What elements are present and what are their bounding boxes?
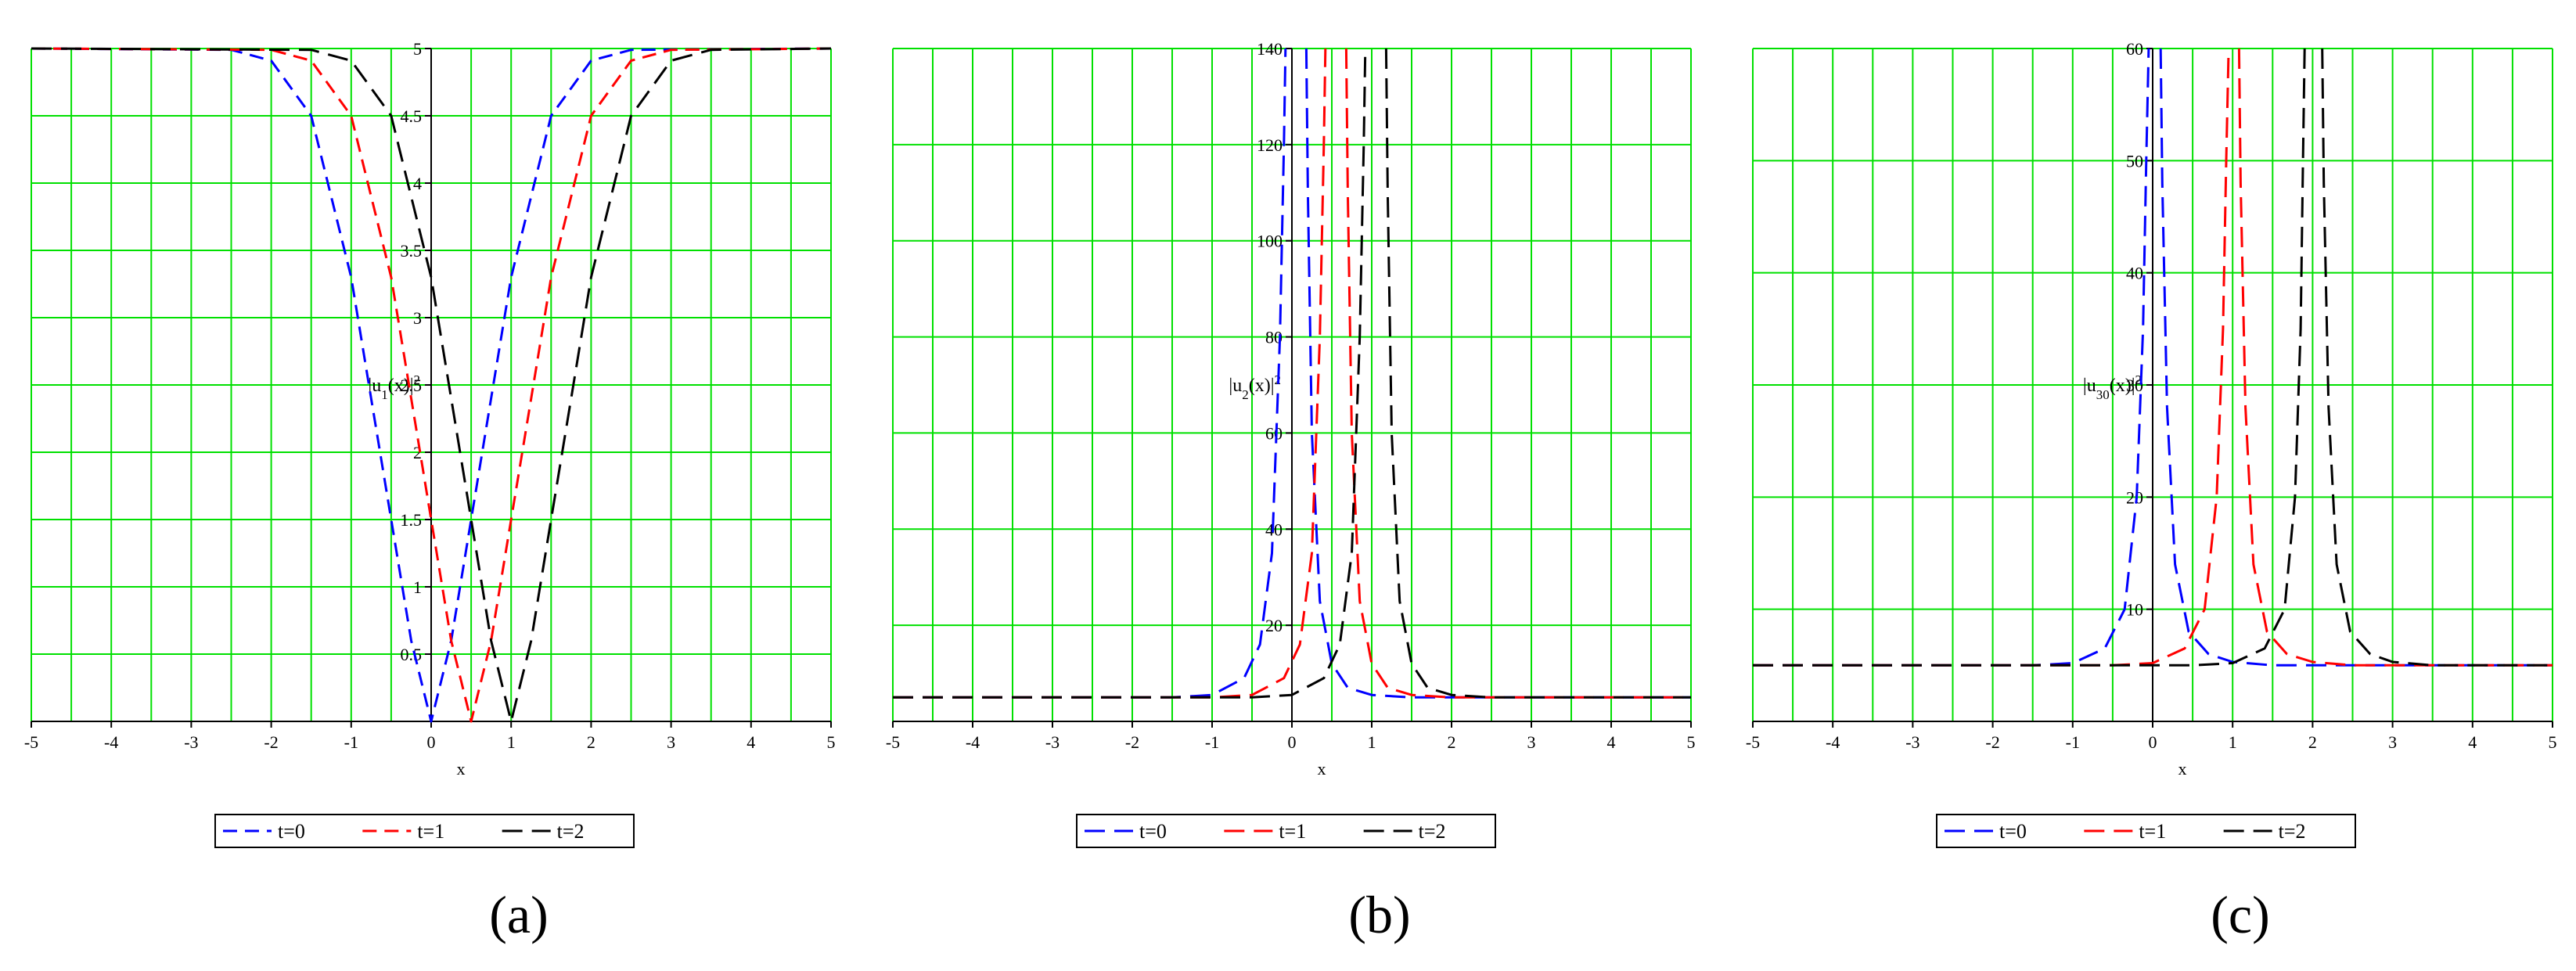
- x-tick-label: 4: [1607, 732, 1616, 752]
- legend-box: [1936, 814, 2356, 848]
- x-tick-label: 4: [2468, 732, 2477, 752]
- series-line-t0: [1753, 48, 2553, 667]
- y-tick-label: 2: [413, 443, 422, 462]
- legend-box: [214, 814, 635, 848]
- legend-label: t=0: [1139, 820, 1167, 843]
- x-tick-label: 5: [2549, 732, 2557, 752]
- x-axis-label: x: [457, 759, 466, 779]
- x-axis-label: x: [1318, 759, 1326, 779]
- x-tick-label: 1: [1368, 732, 1376, 752]
- y-tick-label: 60: [1265, 423, 1283, 443]
- x-tick-label: -1: [1205, 732, 1219, 752]
- legend: t=0 t=1 t=2: [1076, 814, 1496, 848]
- legend-label: t=1: [1279, 820, 1306, 843]
- x-tick-label: -2: [264, 732, 278, 752]
- y-tick-label: 20: [1265, 616, 1283, 635]
- y-tick-label: 10: [2126, 600, 2143, 620]
- x-tick-label: -2: [1125, 732, 1139, 752]
- legend-label: t=2: [1419, 820, 1446, 843]
- y-tick-label: 80: [1265, 328, 1283, 347]
- series-line-t2: [31, 47, 832, 723]
- y-tick-label: 20: [2126, 487, 2143, 507]
- x-tick-label: -4: [1826, 732, 1840, 752]
- x-tick-label: 1: [507, 732, 516, 752]
- y-tick-label: 50: [2126, 151, 2143, 171]
- y-tick-label: 4.5: [401, 106, 423, 126]
- panel-label: (c): [2211, 885, 2269, 944]
- x-tick-label: -5: [24, 732, 38, 752]
- y-tick-label: 1.5: [401, 510, 423, 530]
- legend-label: t=2: [557, 820, 585, 843]
- x-tick-label: -3: [1045, 732, 1060, 752]
- y-tick-label: 1: [413, 577, 422, 597]
- x-tick-label: 5: [1687, 732, 1696, 752]
- legend: t=0 t=1 t=2: [214, 814, 635, 848]
- series-line-t2: [893, 48, 1691, 699]
- x-tick-label: -5: [1746, 732, 1760, 752]
- panel-label: (a): [489, 885, 548, 944]
- y-tick-label: 40: [2126, 264, 2143, 283]
- x-tick-label: -3: [184, 732, 198, 752]
- x-tick-label: -5: [886, 732, 900, 752]
- legend-label: t=1: [2139, 820, 2166, 843]
- y-tick-label: 3.5: [401, 241, 423, 261]
- x-tick-label: 0: [2149, 732, 2157, 752]
- x-tick-label: 0: [427, 732, 436, 752]
- x-tick-label: 5: [827, 732, 836, 752]
- y-tick-label: 140: [1257, 39, 1283, 59]
- chart-panel-2: -5 -4 -3 -2 -1 0 1 2 3 4 5x20406080100120140|u2(x)…: [886, 39, 1696, 944]
- y-tick-label: 0.5: [401, 645, 423, 664]
- legend-box: [1076, 814, 1496, 848]
- y-tick-label: 3: [413, 308, 422, 328]
- x-tick-label: -4: [104, 732, 118, 752]
- y-tick-label: 5: [413, 39, 422, 59]
- y-tick-label: 2.5: [401, 376, 423, 395]
- legend-label: t=2: [2279, 820, 2306, 843]
- x-tick-label: 3: [1527, 732, 1536, 752]
- x-tick-label: 0: [1288, 732, 1297, 752]
- x-tick-label: 2: [1448, 732, 1456, 752]
- series-line-t0: [893, 48, 1691, 699]
- y-tick-label: 60: [2126, 39, 2143, 59]
- chart-panel-1: -5 -4 -3 -2 -1 0 1 2 3 4 5 x 0.5 1 1.5 2 2.5 3 3.5 4 4.5 5 |u1…: [24, 39, 836, 944]
- y-tick-label: 120: [1257, 135, 1283, 155]
- x-tick-label: -1: [344, 732, 358, 752]
- y-tick-label: 4: [413, 174, 422, 193]
- legend-label: t=0: [1999, 820, 2027, 843]
- panel-label: (b): [1348, 885, 1410, 944]
- x-tick-label: -1: [2066, 732, 2080, 752]
- x-tick-label: 3: [2388, 732, 2397, 752]
- x-tick-label: 4: [747, 732, 755, 752]
- x-tick-label: 1: [2229, 732, 2237, 752]
- y-tick-label: 100: [1257, 232, 1283, 251]
- x-tick-label: 3: [667, 732, 675, 752]
- series-line-t2: [1753, 48, 2553, 667]
- legend-label: t=0: [278, 820, 305, 843]
- legend: t=0 t=1 t=2: [1936, 814, 2356, 848]
- y-axis-label: |u2(x)|2: [1229, 372, 1281, 402]
- x-tick-label: -3: [1905, 732, 1919, 752]
- y-tick-label: 30: [2126, 376, 2143, 395]
- legend-label: t=1: [417, 820, 444, 843]
- x-tick-label: -2: [1985, 732, 1999, 752]
- chart-panel-3: -5 -4 -3 -2 -1 0 1 2 3 4 5x102030405060|u30(x)|2t=…: [1746, 39, 2557, 944]
- series-line-t1: [31, 47, 832, 723]
- x-tick-label: 2: [587, 732, 595, 752]
- series-line-t0: [31, 47, 832, 723]
- y-axis-label: |u1(x)|2: [368, 372, 420, 402]
- x-axis-label: x: [2178, 759, 2187, 779]
- x-tick-label: -4: [966, 732, 980, 752]
- x-tick-label: 2: [2308, 732, 2317, 752]
